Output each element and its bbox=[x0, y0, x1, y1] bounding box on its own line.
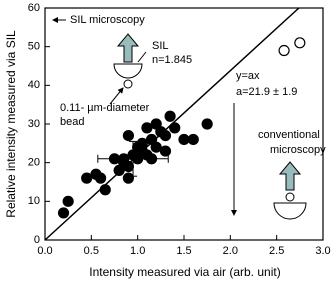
annotation: n=1.845 bbox=[152, 54, 192, 66]
data-point bbox=[178, 133, 190, 146]
annotation: SIL bbox=[152, 40, 169, 52]
annotation: SIL microscopy bbox=[70, 14, 145, 26]
x-tick-label: 0.0 bbox=[37, 245, 52, 257]
data-point bbox=[141, 122, 153, 134]
annotation: microscopy bbox=[270, 144, 326, 156]
y-tick-label: 50 bbox=[28, 41, 40, 53]
annotation: a=21.9 ± 1.9 bbox=[236, 86, 297, 98]
y-tick-label: 0 bbox=[34, 234, 40, 246]
data-point bbox=[294, 37, 306, 49]
pointer bbox=[137, 51, 147, 63]
x-tick-label: 0.5 bbox=[84, 245, 99, 257]
x-tick-label: 1.5 bbox=[176, 245, 191, 257]
data-point bbox=[187, 133, 199, 146]
annotation: bead bbox=[60, 116, 84, 128]
x-tick-label: 2.0 bbox=[223, 245, 238, 257]
data-point bbox=[164, 110, 176, 122]
data-point bbox=[122, 160, 134, 173]
stage bbox=[273, 202, 307, 220]
data-point bbox=[150, 141, 162, 153]
data-point bbox=[278, 44, 290, 57]
light-arrow bbox=[116, 33, 140, 63]
annotation: y=ax bbox=[236, 70, 260, 82]
data-point bbox=[122, 172, 134, 184]
x-tick-label: 3.0 bbox=[315, 245, 330, 257]
data-point bbox=[159, 145, 172, 157]
arrow bbox=[109, 87, 124, 105]
data-point bbox=[94, 172, 107, 184]
data-point bbox=[201, 118, 213, 130]
data-point bbox=[169, 122, 181, 134]
x-axis-title: Intensity measured via air (arb. unit) bbox=[89, 265, 280, 279]
annotation: 0.11- µm-diameter bbox=[60, 102, 150, 114]
sil-lens bbox=[113, 63, 143, 79]
data-point bbox=[99, 184, 111, 196]
bead bbox=[285, 192, 295, 202]
light-arrow bbox=[278, 161, 302, 191]
bead bbox=[123, 79, 133, 89]
x-tick-label: 1.0 bbox=[130, 245, 145, 257]
annotation: conventional bbox=[258, 129, 320, 141]
y-tick-label: 10 bbox=[28, 195, 40, 207]
data-point bbox=[62, 195, 74, 207]
data-point bbox=[122, 130, 134, 142]
data-point bbox=[57, 207, 70, 219]
y-axis-title: Relative intensity measured via SIL bbox=[4, 30, 18, 218]
y-tick-label: 20 bbox=[28, 157, 40, 169]
y-tick-label: 30 bbox=[28, 118, 40, 130]
data-point bbox=[159, 130, 172, 142]
y-tick-label: 40 bbox=[28, 79, 40, 91]
x-tick-label: 2.5 bbox=[269, 245, 284, 257]
data-point bbox=[81, 172, 93, 184]
y-tick-label: 60 bbox=[28, 2, 40, 14]
data-point bbox=[136, 137, 148, 149]
